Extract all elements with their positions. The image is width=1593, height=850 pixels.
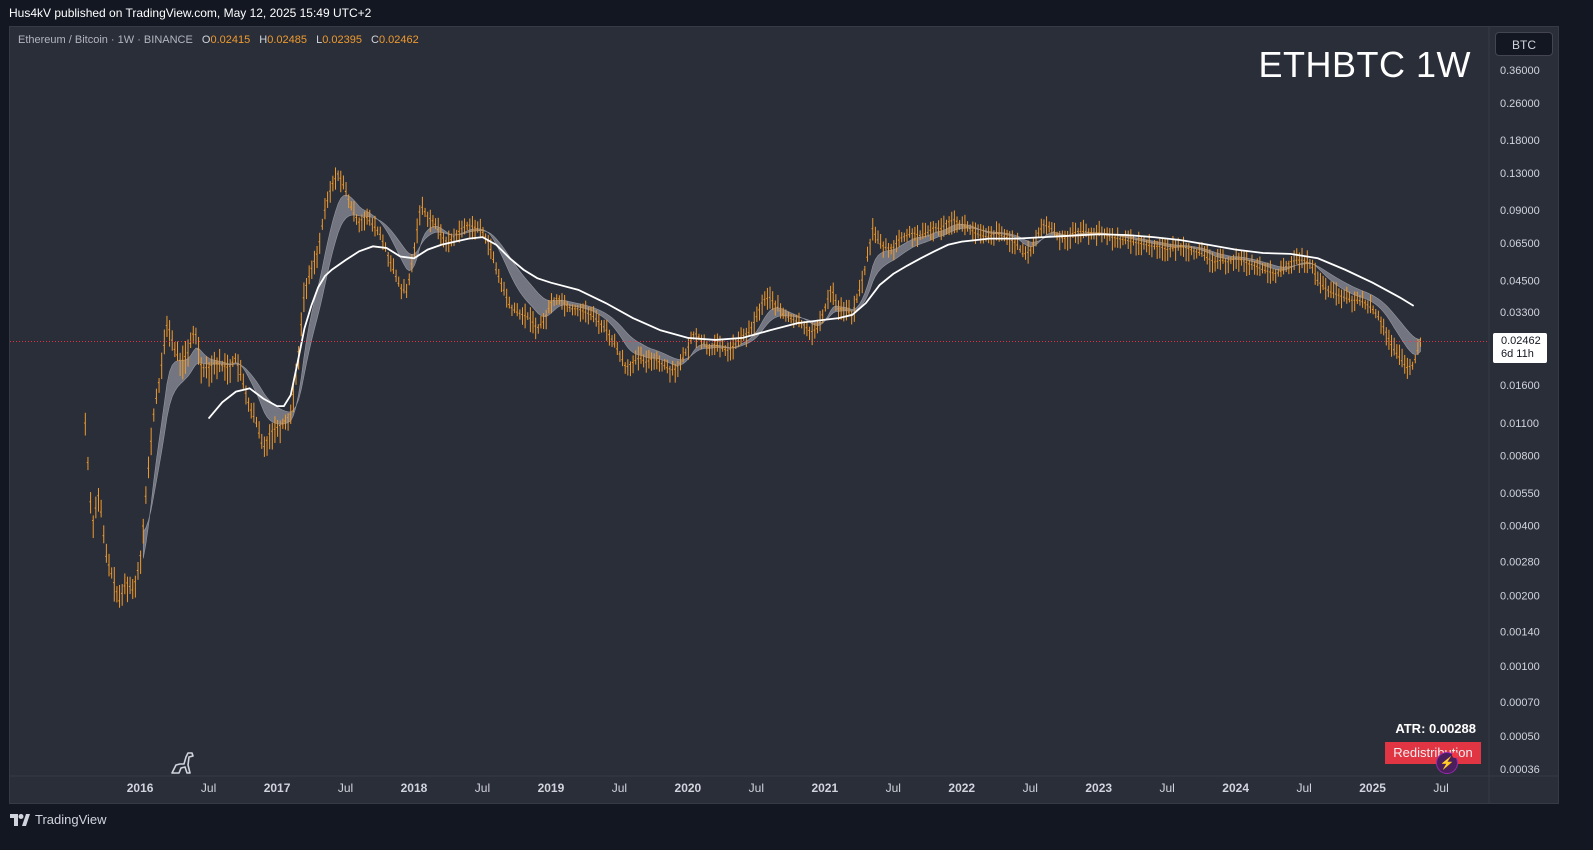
y-tick-label: 0.01100 (1500, 418, 1539, 430)
ema-band (142, 194, 1421, 559)
x-tick-label: 2023 (1085, 781, 1112, 795)
high-label: H (259, 34, 268, 46)
y-tick-label: 0.18000 (1500, 135, 1540, 147)
y-tick-label: 0.04500 (1500, 275, 1540, 287)
moving-average-line (207, 233, 1415, 420)
high-value: 0.02485 (267, 34, 307, 46)
x-tick-label: Jul (1433, 781, 1448, 795)
currency-button[interactable]: BTC (1495, 32, 1553, 56)
y-tick-label: 0.00100 (1500, 661, 1540, 673)
low-label: L (316, 34, 323, 46)
x-tick-label: Jul (1296, 781, 1311, 795)
y-tick-label: 0.00070 (1500, 697, 1540, 709)
x-tick-label: 2017 (264, 781, 291, 795)
x-tick-label: Jul (1160, 781, 1175, 795)
publisher-bar: Hus4kV published on TradingView.com, May… (0, 0, 1593, 26)
y-tick-label: 0.36000 (1500, 65, 1540, 77)
y-tick-label: 0.00036 (1500, 764, 1540, 776)
atr-label: ATR: 0.00288 (1395, 721, 1476, 736)
low-value: 0.02395 (322, 34, 362, 46)
y-tick-label: 0.00050 (1500, 731, 1540, 743)
x-tick-label: Jul (612, 781, 627, 795)
y-tick-label: 0.03300 (1500, 307, 1540, 319)
y-tick-label: 0.00280 (1500, 557, 1540, 569)
y-tick-label: 0.00550 (1500, 488, 1540, 500)
x-tick-label: 2016 (127, 781, 154, 795)
x-tick-label: Jul (338, 781, 353, 795)
watermark-title: ETHBTC 1W (1258, 44, 1471, 85)
y-tick-label: 0.00800 (1500, 450, 1540, 462)
y-tick-label: 0.00400 (1500, 520, 1540, 532)
dinosaur-icon[interactable] (168, 748, 196, 776)
y-tick-label: 0.01600 (1500, 380, 1540, 392)
y-tick-label: 0.00140 (1500, 627, 1540, 639)
redistribution-badge: Redistribution (1385, 742, 1481, 764)
symbol-legend[interactable]: Ethereum / Bitcoin · 1W · BINANCE O0.024… (18, 34, 419, 46)
x-tick-label: 2025 (1359, 781, 1386, 795)
footer-brand: TradingView (35, 812, 107, 827)
open-value: 0.02415 (210, 34, 251, 46)
symbol-text: Ethereum / Bitcoin · 1W · BINANCE (18, 34, 193, 46)
y-tick-label: 0.13000 (1500, 168, 1540, 180)
current-price-value: 0.02462 (1501, 335, 1541, 348)
tradingview-logo[interactable]: TradingView (10, 812, 107, 827)
open-label: O (201, 34, 211, 46)
close-label: C (371, 34, 379, 46)
x-tick-label: 2021 (811, 781, 838, 795)
current-price-tag: 0.02462 6d 11h (1493, 333, 1547, 364)
x-tick-label: Jul (201, 781, 216, 795)
y-tick-label: 0.00200 (1500, 591, 1540, 603)
tradingview-logo-icon (10, 813, 30, 826)
y-tick-label: 0.06500 (1500, 238, 1540, 250)
x-tick-label: Jul (1023, 781, 1038, 795)
publisher-text: Hus4kV published on TradingView.com, May… (9, 6, 372, 20)
x-tick-label: 2020 (675, 781, 702, 795)
x-tick-label: 2019 (538, 781, 565, 795)
x-tick-label: Jul (475, 781, 490, 795)
x-tick-label: 2018 (401, 781, 428, 795)
y-tick-label: 0.26000 (1500, 98, 1540, 110)
x-tick-label: 2022 (948, 781, 975, 795)
footer-bar (0, 808, 1593, 850)
x-tick-label: Jul (886, 781, 901, 795)
x-tick-label: 2024 (1222, 781, 1249, 795)
notification-dot (1452, 752, 1458, 758)
y-tick-label: 0.09000 (1500, 205, 1540, 217)
x-tick-label: Jul (749, 781, 764, 795)
close-value: 0.02462 (378, 34, 419, 46)
bar-countdown: 6d 11h (1501, 348, 1534, 361)
